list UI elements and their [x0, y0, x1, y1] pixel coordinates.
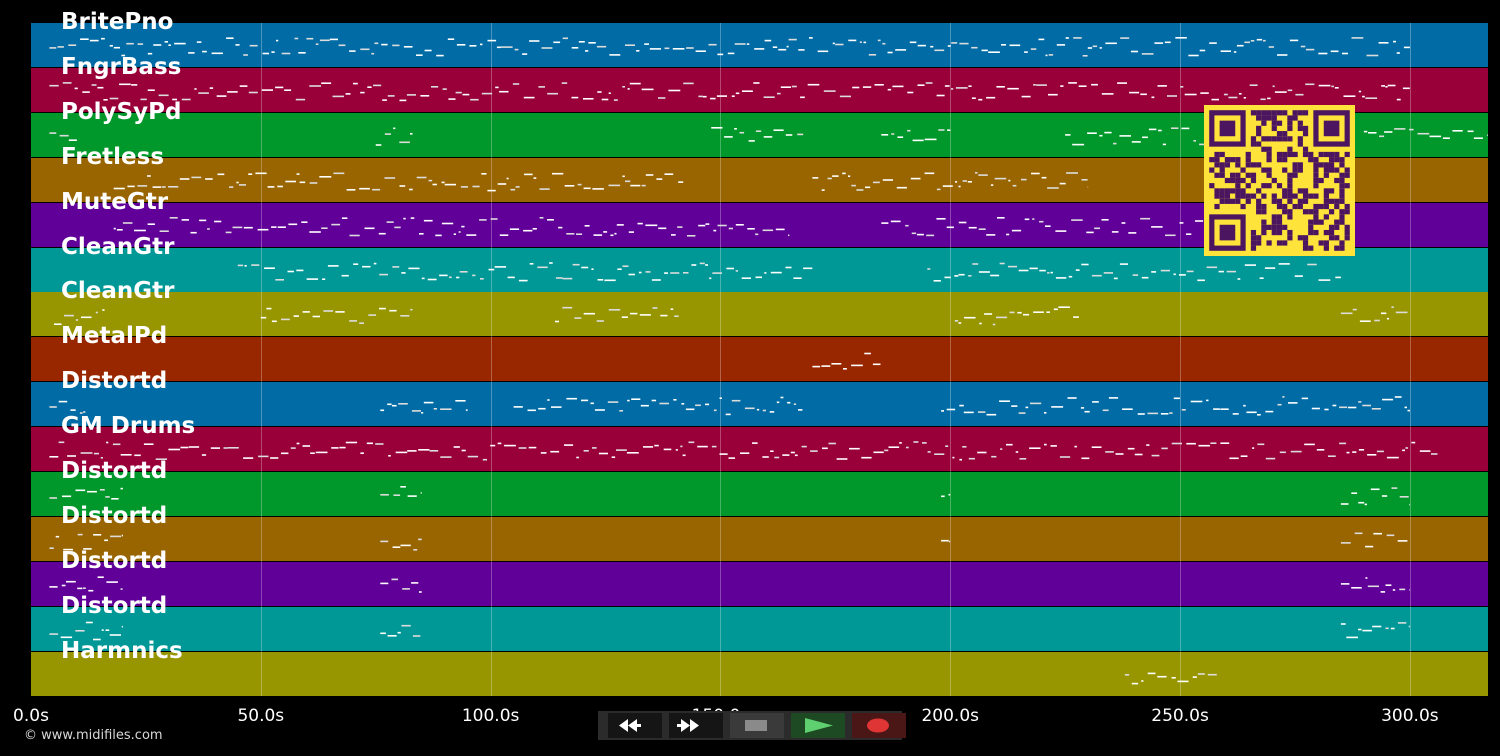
- rewind-icon: [619, 719, 641, 732]
- tick-label: 0.0s: [13, 706, 49, 726]
- track-row[interactable]: GM Drums: [31, 413, 1488, 472]
- track-label: Distortd: [61, 502, 168, 529]
- rewind-button[interactable]: [608, 713, 662, 738]
- track-label: CleanGtr: [61, 233, 175, 260]
- qr-code-icon: [1204, 105, 1355, 256]
- track-label: PolySyPd: [61, 98, 182, 125]
- track-label: MuteGtr: [61, 188, 169, 215]
- track-notes: [49, 126, 1488, 146]
- track-notes: [49, 532, 1408, 551]
- track-label: BritePno: [61, 9, 174, 35]
- track-label: CleanGtr: [61, 278, 175, 305]
- track-row[interactable]: FngrBass: [31, 54, 1488, 112]
- track-notes: [237, 261, 1341, 282]
- track-label: GM Drums: [61, 413, 196, 440]
- fast-forward-button[interactable]: [669, 713, 723, 738]
- track-notes: [49, 576, 1410, 593]
- track-notes: [113, 171, 1089, 192]
- tick-label: 200.0s: [921, 706, 979, 726]
- track-notes: [49, 81, 1410, 102]
- track-row[interactable]: Distortd: [31, 548, 1488, 606]
- track-row[interactable]: Distortd: [31, 368, 1488, 427]
- track-notes: [54, 306, 1408, 326]
- track-row[interactable]: Distortd: [31, 503, 1488, 561]
- track-label: Distortd: [61, 368, 168, 395]
- tick-label: 300.0s: [1381, 706, 1439, 726]
- track-notes: [49, 486, 1410, 506]
- track-label: MetalPd: [61, 323, 168, 350]
- stop-icon: [745, 720, 767, 731]
- track-row[interactable]: CleanGtr: [31, 278, 1488, 337]
- track-row[interactable]: Distortd: [31, 593, 1488, 651]
- track-notes: [1124, 672, 1217, 684]
- play-button[interactable]: [791, 713, 845, 738]
- play-icon: [805, 718, 833, 733]
- stop-button[interactable]: [730, 713, 784, 738]
- record-button[interactable]: [852, 713, 906, 738]
- track-label: Distortd: [61, 547, 168, 574]
- track-notes: [49, 441, 1438, 461]
- record-icon: [867, 718, 889, 733]
- track-notes: [49, 621, 1410, 640]
- track-notes: [113, 216, 1204, 237]
- track-label: FngrBass: [61, 53, 182, 80]
- track-label: Harmnics: [61, 637, 183, 664]
- tick-label: 250.0s: [1151, 706, 1209, 726]
- fast-forward-icon: [677, 719, 699, 732]
- transport-bar: [598, 711, 906, 740]
- track-notes: [49, 37, 1410, 57]
- track-label: Fretless: [61, 143, 165, 170]
- track-row[interactable]: BritePno: [31, 9, 1488, 67]
- track-row[interactable]: Harmnics: [31, 638, 1488, 696]
- copyright-text: © www.midifiles.com: [24, 728, 163, 743]
- track-notes: [812, 352, 881, 370]
- tick-label: 100.0s: [461, 706, 520, 726]
- track-notes: [49, 396, 1410, 416]
- track-label: Distortd: [61, 592, 168, 619]
- track-row[interactable]: Distortd: [31, 458, 1488, 516]
- track-row[interactable]: MetalPd: [31, 323, 1488, 382]
- tick-label: 50.0s: [237, 706, 285, 726]
- track-label: Distortd: [61, 458, 168, 484]
